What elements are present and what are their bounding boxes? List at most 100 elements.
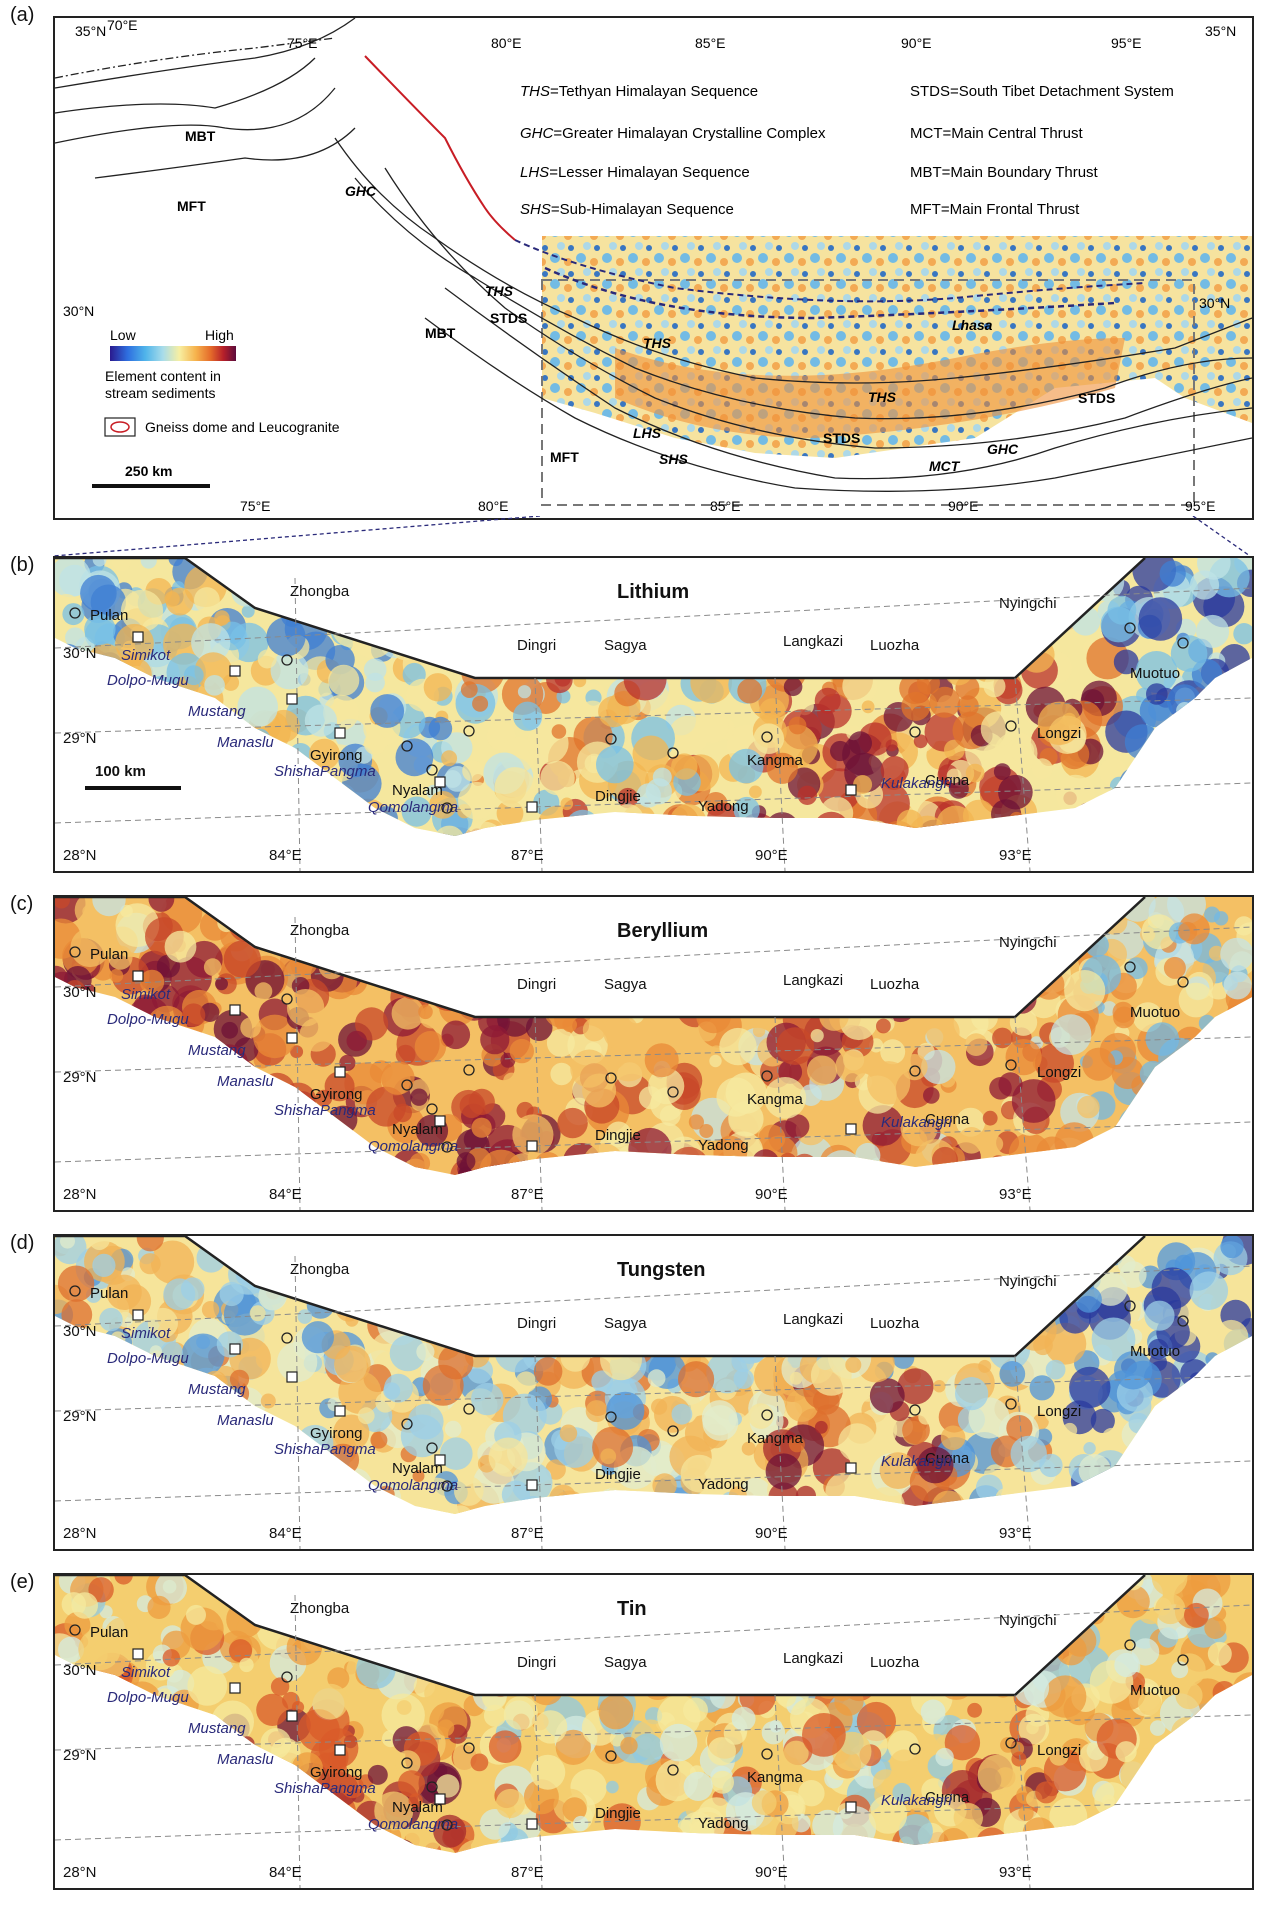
town-label: Cuona xyxy=(925,772,970,789)
lat30-left: 30°N xyxy=(63,303,94,319)
town-marker xyxy=(1124,1639,1136,1651)
town-marker xyxy=(667,1086,679,1098)
town-marker xyxy=(605,1072,617,1084)
town-label: Gyirong xyxy=(310,1425,363,1442)
dome-marker xyxy=(286,693,298,705)
town-label: Kangma xyxy=(747,1430,804,1447)
town-label: Muotuo xyxy=(1130,1682,1180,1699)
lon80-top: 80°E xyxy=(491,35,522,51)
legend-high: High xyxy=(205,327,234,343)
dome-marker xyxy=(845,784,857,796)
lat-label: 30°N xyxy=(63,1662,97,1679)
label-ghc: GHC xyxy=(345,183,377,199)
map-title: Beryllium xyxy=(617,920,708,942)
dome-marker xyxy=(526,1818,538,1830)
town-label: Luozha xyxy=(870,1654,920,1671)
lat-label: 30°N xyxy=(63,645,97,662)
dome-marker xyxy=(334,1066,346,1078)
town-marker xyxy=(1005,1737,1017,1749)
dome-marker xyxy=(132,631,144,643)
dome-marker xyxy=(434,1115,446,1127)
lon75-top: 75°E xyxy=(287,35,318,51)
town-label: Dingjie xyxy=(595,1466,641,1483)
town-label: Pulan xyxy=(90,946,128,963)
town-marker xyxy=(605,1411,617,1423)
dome-label: Dolpo-Mugu xyxy=(107,1011,189,1028)
town-marker xyxy=(401,1079,413,1091)
dome-marker xyxy=(132,1648,144,1660)
dome-label: ShishaPangma xyxy=(274,1441,376,1458)
lon-label: 87°E xyxy=(511,1864,544,1881)
study-boundary xyxy=(55,1575,1146,1697)
town-label: Sagya xyxy=(604,1315,647,1332)
town-marker xyxy=(909,1743,921,1755)
lon-label: 87°E xyxy=(511,847,544,864)
dome-marker xyxy=(526,1479,538,1491)
graticule xyxy=(55,1255,1252,1549)
abbr-ths: THS=Tethyan Himalayan Sequence xyxy=(520,83,758,100)
town-marker xyxy=(281,654,293,666)
lon-label: 84°E xyxy=(269,1186,302,1203)
town-label: Nyingchi xyxy=(999,934,1057,951)
lon-label: 87°E xyxy=(511,1525,544,1542)
dome-label: Dolpo-Mugu xyxy=(107,1350,189,1367)
town-label: Dingri xyxy=(517,976,556,993)
town-marker xyxy=(667,747,679,759)
dome-marker xyxy=(286,1032,298,1044)
town-marker xyxy=(761,1070,773,1082)
legend-color-ramp xyxy=(110,346,236,361)
map-panel-beryllium: Beryllium Zhongba Pulan Dingri Sagya Langkazi… xyxy=(53,895,1254,1212)
town-marker xyxy=(441,1141,453,1153)
town-label: Luozha xyxy=(870,637,920,654)
lat-label: 29°N xyxy=(63,1408,97,1425)
town-label: Longzi xyxy=(1037,1403,1081,1420)
lon-label: 87°E xyxy=(511,1186,544,1203)
abbr-lhs: LHS=Lesser Himalayan Sequence xyxy=(520,164,750,181)
town-label: Dingri xyxy=(517,1315,556,1332)
lon-label: 90°E xyxy=(755,1525,788,1542)
graticule xyxy=(55,577,1252,871)
town-label: Nyingchi xyxy=(999,1273,1057,1290)
lat-label: 28°N xyxy=(63,1864,97,1881)
town-marker xyxy=(69,1285,81,1297)
town-label: Pulan xyxy=(90,1624,128,1641)
label-ths: THS xyxy=(485,283,514,299)
legend-low: Low xyxy=(110,327,137,343)
town-marker xyxy=(761,1748,773,1760)
legend-gneiss: Gneiss dome and Leucogranite xyxy=(145,419,340,435)
label-ths-3: THS xyxy=(868,389,897,405)
dome-marker xyxy=(286,1371,298,1383)
red-fault xyxy=(364,55,516,241)
town-label: Yadong xyxy=(698,798,749,815)
town-marker xyxy=(426,764,438,776)
town-marker xyxy=(426,1442,438,1454)
town-label: Dingri xyxy=(517,637,556,654)
dome-label: Mustang xyxy=(188,1381,246,1398)
town-label: Muotuo xyxy=(1130,1343,1180,1360)
town-marker xyxy=(463,1742,475,1754)
town-label: Nyalam xyxy=(392,782,443,799)
dome-label: Qomolangma xyxy=(368,1816,458,1833)
town-marker xyxy=(761,731,773,743)
town-marker xyxy=(1124,961,1136,973)
town-label: Nyalam xyxy=(392,1799,443,1816)
dome-marker xyxy=(229,665,241,677)
panel-d-label: (d) xyxy=(10,1232,35,1254)
dome-label: Qomolangma xyxy=(368,1477,458,1494)
town-marker xyxy=(281,1671,293,1683)
dome-label: ShishaPangma xyxy=(274,1780,376,1797)
town-label: Yadong xyxy=(698,1137,749,1154)
dome-marker xyxy=(434,776,446,788)
town-label: Nyalam xyxy=(392,1121,443,1138)
lat-label: 30°N xyxy=(63,1323,97,1340)
overview-map: 35°N 35°N 70°E 75°E 80°E 85°E 90°E 95°E … xyxy=(55,18,1252,514)
town-marker xyxy=(1177,976,1189,988)
legend-caption-1: Element content in xyxy=(105,368,221,384)
dome-label: Kulakangri xyxy=(881,1114,953,1131)
label-ghc-2: GHC xyxy=(987,441,1019,457)
scale-label-a: 250 km xyxy=(125,463,172,479)
lon-label: 93°E xyxy=(999,847,1032,864)
lon95-top: 95°E xyxy=(1111,35,1142,51)
panel-b-label: (b) xyxy=(10,554,35,576)
town-label: Langkazi xyxy=(783,633,843,650)
